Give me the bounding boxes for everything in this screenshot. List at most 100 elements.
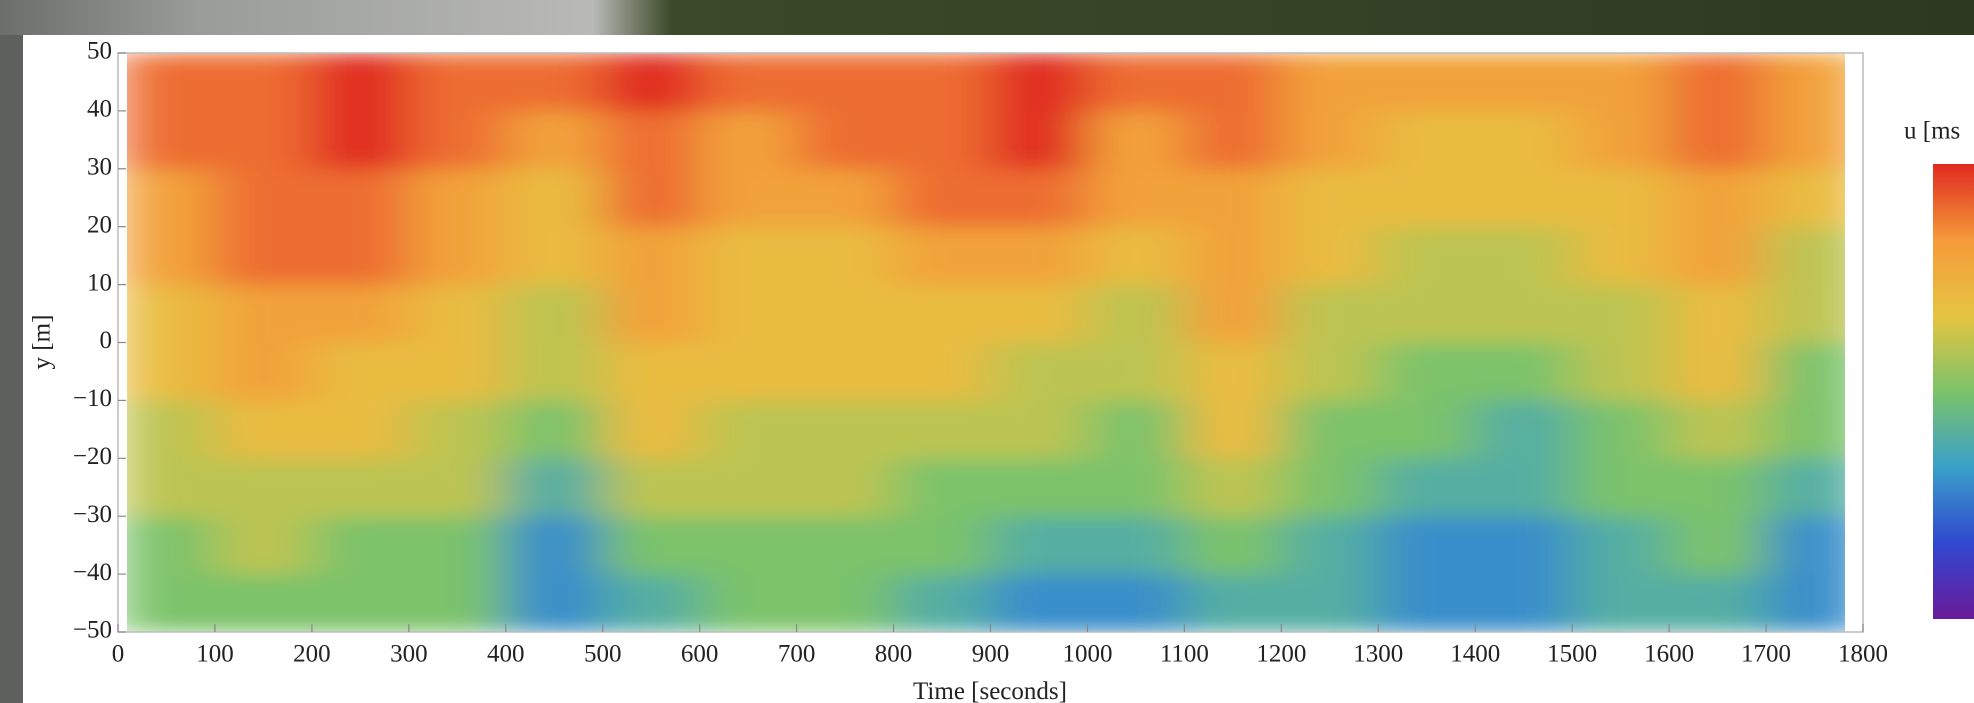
heatmap-cell	[1475, 516, 1573, 575]
heatmap-cell	[699, 516, 798, 575]
heatmap-cell	[990, 574, 1088, 632]
heatmap-cell	[1281, 574, 1379, 632]
heatmap-cell	[990, 342, 1088, 401]
heatmap-cell	[893, 226, 991, 286]
x-tick-label: 0	[112, 641, 125, 668]
x-tick-label: 1400	[1450, 641, 1500, 668]
heatmap-cell	[1184, 284, 1282, 343]
heatmap-cell	[408, 516, 507, 575]
heatmap-cell	[311, 342, 410, 401]
heatmap-cell	[990, 168, 1088, 228]
heatmap-cell	[1087, 284, 1185, 343]
x-tick-label: 800	[875, 641, 913, 668]
heatmap-cell	[1572, 458, 1670, 517]
heatmap-cell	[505, 284, 604, 343]
heatmap-cell	[408, 226, 507, 286]
heatmap-cell	[893, 110, 991, 170]
heatmap-cell	[214, 168, 313, 228]
heatmap-cell	[1766, 110, 1845, 170]
heatmap-cell	[602, 226, 701, 286]
heatmap-cell	[1572, 574, 1670, 632]
heatmap-cell	[1184, 342, 1282, 401]
heatmap-cell	[699, 284, 798, 343]
heatmap-cell	[1378, 574, 1476, 632]
heatmap-cell	[1669, 574, 1767, 632]
heatmap-cell	[893, 342, 991, 401]
heatmap-cell	[505, 516, 604, 575]
heatmap-cell	[1378, 168, 1476, 228]
heatmap-cell	[1378, 342, 1476, 401]
heatmap-cell	[1669, 168, 1767, 228]
heatmap-cell	[699, 110, 798, 170]
y-tick-label: −50	[73, 617, 112, 644]
heatmap-cell	[796, 516, 895, 575]
heatmap-cell	[311, 168, 410, 228]
heatmap-cell	[214, 574, 313, 632]
heatmap-cell	[1184, 400, 1282, 459]
heatmap-cell	[1475, 168, 1573, 228]
heatmap-cell	[127, 110, 216, 170]
heatmap-cell	[699, 342, 798, 401]
heatmap-cell	[1087, 400, 1185, 459]
heatmap-cell	[1475, 574, 1573, 632]
heatmap-cell	[408, 342, 507, 401]
heatmap-cell	[1475, 53, 1573, 112]
heatmap-cell	[1766, 226, 1845, 286]
heatmap-cell	[505, 458, 604, 517]
x-tick-label: 200	[293, 641, 331, 668]
heatmap-cell	[505, 574, 604, 632]
x-tick-label: 500	[584, 641, 622, 668]
heatmap-cell	[1669, 53, 1767, 112]
heatmap-cell	[990, 110, 1088, 170]
heatmap-cell	[1281, 516, 1379, 575]
heatmap-cell	[1669, 226, 1767, 286]
x-tick-label: 900	[972, 641, 1010, 668]
heatmap-cell	[1184, 53, 1282, 112]
heatmap-cell	[311, 110, 410, 170]
heatmap-cell	[408, 53, 507, 112]
heatmap-cell	[1087, 516, 1185, 575]
heatmap-cell	[1184, 168, 1282, 228]
heatmap-cell	[1281, 284, 1379, 343]
heatmap-cell	[1475, 226, 1573, 286]
x-tick-label: 400	[487, 641, 525, 668]
heatmap-cell	[1669, 110, 1767, 170]
heatmap-cell	[1766, 342, 1845, 401]
heatmap-cell	[699, 53, 798, 112]
heatmap-cell	[1184, 574, 1282, 632]
heatmap-cell	[1669, 458, 1767, 517]
heatmap-cell	[602, 342, 701, 401]
heatmap-cell	[1184, 226, 1282, 286]
heatmap-cell	[214, 284, 313, 343]
heatmap-cell	[1378, 53, 1476, 112]
heatmap-cell	[408, 458, 507, 517]
heatmap-cell	[1475, 458, 1573, 517]
heatmap-cell	[214, 53, 313, 112]
heatmap-cell	[1087, 574, 1185, 632]
heatmap-cell	[1281, 168, 1379, 228]
heatmap-cell	[1766, 168, 1845, 228]
heatmap-cell	[699, 400, 798, 459]
y-tick-label: 40	[87, 96, 112, 123]
y-tick-label: −30	[73, 501, 112, 528]
heatmap-cell	[1572, 342, 1670, 401]
x-tick-label: 1300	[1353, 641, 1403, 668]
heatmap-cell	[1378, 400, 1476, 459]
heatmap-cell	[408, 110, 507, 170]
heatmap-cell	[602, 168, 701, 228]
heatmap-cell	[1281, 458, 1379, 517]
heatmap-cell	[1766, 53, 1845, 112]
y-tick-label: 30	[87, 154, 112, 181]
colorbar	[1933, 164, 1974, 619]
heatmap-cell	[699, 226, 798, 286]
heatmap-cell	[893, 458, 991, 517]
x-tick-label: 1800	[1838, 641, 1888, 668]
heatmap-cell	[1572, 53, 1670, 112]
heatmap-cell	[311, 458, 410, 517]
heatmap-cell	[408, 400, 507, 459]
heatmap-cell	[893, 574, 991, 632]
heatmap-cell	[796, 53, 895, 112]
heatmap-cell	[1378, 226, 1476, 286]
